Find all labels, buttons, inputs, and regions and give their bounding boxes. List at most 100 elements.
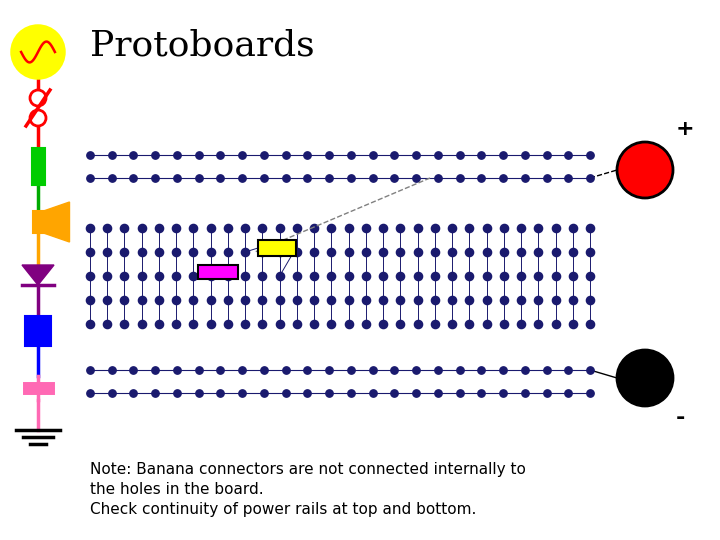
Bar	[32, 211, 43, 233]
Point	[533, 296, 544, 305]
Point	[367, 151, 379, 159]
Point	[215, 389, 226, 397]
Point	[171, 296, 182, 305]
Point	[410, 389, 422, 397]
Point	[395, 224, 406, 232]
Point	[429, 296, 441, 305]
Point	[205, 224, 217, 232]
Point	[291, 248, 302, 256]
Point	[274, 320, 285, 328]
Point	[454, 389, 465, 397]
Point	[567, 224, 578, 232]
Point	[106, 389, 117, 397]
Point	[236, 151, 248, 159]
Point	[377, 296, 389, 305]
Point	[498, 320, 510, 328]
Point	[432, 389, 444, 397]
Point	[429, 320, 441, 328]
Point	[395, 320, 406, 328]
Point	[119, 224, 130, 232]
Point	[127, 366, 139, 374]
Point	[343, 320, 354, 328]
Point	[236, 366, 248, 374]
Point	[516, 296, 527, 305]
Point	[475, 174, 487, 183]
Point	[240, 320, 251, 328]
Point	[343, 272, 354, 280]
Point	[550, 224, 562, 232]
Point	[481, 272, 492, 280]
Circle shape	[30, 90, 46, 106]
Point	[345, 151, 356, 159]
Point	[127, 151, 139, 159]
Point	[127, 174, 139, 183]
Point	[153, 224, 165, 232]
Point	[136, 320, 148, 328]
Point	[84, 248, 96, 256]
Point	[302, 389, 313, 397]
Text: Note: Banana connectors are not connected internally to: Note: Banana connectors are not connecte…	[90, 462, 526, 477]
Point	[84, 389, 96, 397]
Point	[395, 272, 406, 280]
Point	[345, 174, 356, 183]
Point	[519, 174, 531, 183]
Point	[274, 296, 285, 305]
Point	[84, 151, 96, 159]
Circle shape	[617, 142, 673, 198]
Point	[481, 248, 492, 256]
Point	[533, 224, 544, 232]
Point	[171, 174, 183, 183]
Point	[454, 151, 465, 159]
Point	[541, 389, 552, 397]
Point	[550, 296, 562, 305]
Point	[533, 272, 544, 280]
Point	[119, 320, 130, 328]
Point	[519, 151, 531, 159]
Point	[584, 296, 595, 305]
Point	[562, 389, 574, 397]
Point	[584, 174, 595, 183]
Point	[584, 366, 595, 374]
Point	[475, 366, 487, 374]
Point	[106, 366, 117, 374]
Point	[498, 224, 510, 232]
Point	[584, 272, 595, 280]
Point	[222, 296, 234, 305]
Point	[136, 296, 148, 305]
Point	[432, 366, 444, 374]
Point	[171, 366, 183, 374]
Circle shape	[617, 350, 673, 406]
Point	[193, 366, 204, 374]
Point	[475, 389, 487, 397]
Point	[498, 151, 509, 159]
Point	[150, 174, 161, 183]
Point	[412, 248, 423, 256]
Point	[102, 224, 113, 232]
Point	[308, 272, 320, 280]
Point	[236, 174, 248, 183]
Point	[562, 174, 574, 183]
Point	[280, 151, 292, 159]
Point	[360, 224, 372, 232]
Point	[222, 320, 234, 328]
Point	[562, 366, 574, 374]
Point	[188, 272, 199, 280]
Circle shape	[12, 26, 64, 78]
Point	[302, 151, 313, 159]
Point	[454, 174, 465, 183]
Point	[377, 320, 389, 328]
Point	[446, 224, 458, 232]
Point	[274, 224, 285, 232]
Point	[84, 320, 96, 328]
Point	[360, 320, 372, 328]
Point	[240, 296, 251, 305]
Point	[550, 248, 562, 256]
Point	[323, 174, 335, 183]
Point	[193, 389, 204, 397]
Point	[464, 248, 475, 256]
Point	[308, 248, 320, 256]
Point	[258, 366, 270, 374]
Point	[432, 174, 444, 183]
Point	[84, 366, 96, 374]
Point	[102, 272, 113, 280]
